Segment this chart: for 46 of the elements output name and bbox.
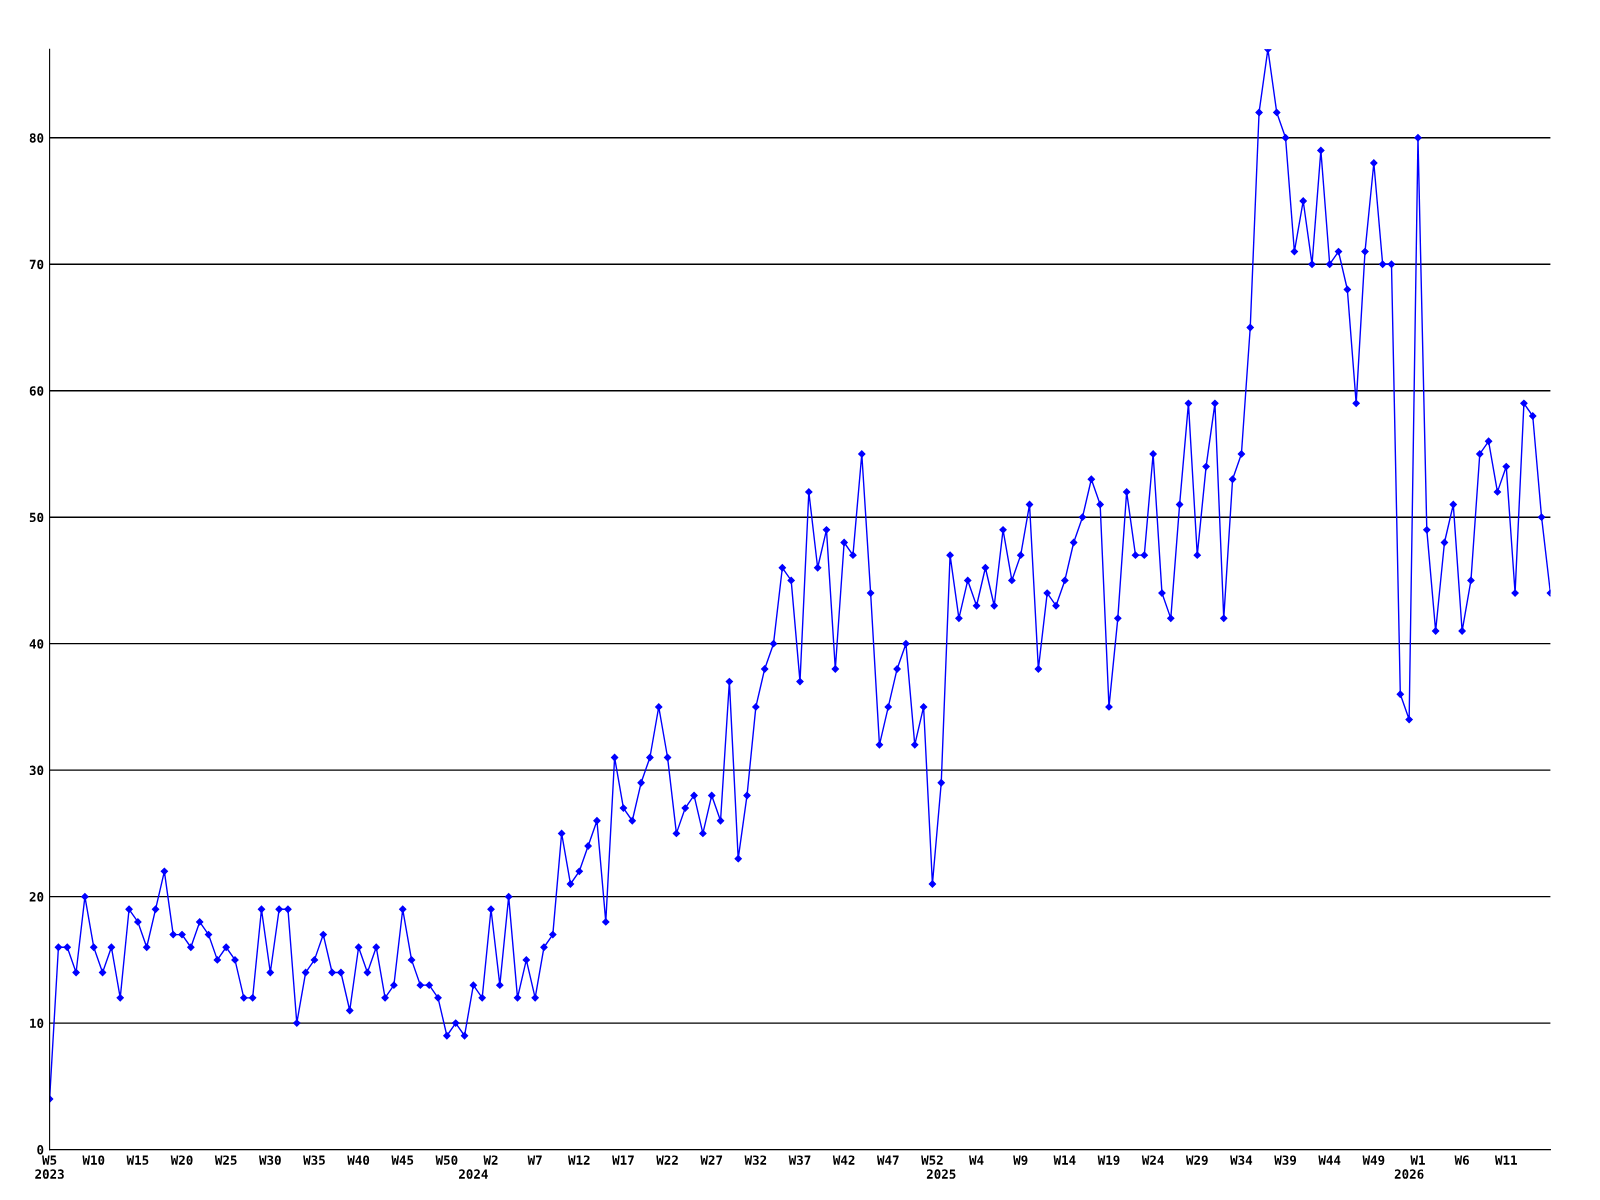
- x-tick-label: 2024: [459, 1169, 488, 1179]
- x-tick-label: W20: [170, 1155, 193, 1165]
- x-tick-label: W9: [1013, 1155, 1028, 1165]
- x-tick-label: 2026: [1394, 1169, 1424, 1179]
- x-tick-label: W22: [656, 1155, 678, 1165]
- y-tick-label: 40: [29, 639, 44, 649]
- x-tick-label: W1: [1410, 1155, 1425, 1165]
- x-tick-label: W14: [1053, 1155, 1076, 1165]
- x-tick-label: W5 2023: [35, 1155, 64, 1179]
- x-tick-label: W25: [214, 1155, 237, 1165]
- x-tick-label: W11: [1494, 1155, 1517, 1165]
- x-tick-label: W15: [126, 1155, 149, 1165]
- y-tick-label: 30: [29, 765, 44, 776]
- x-tick-label: W19: [1097, 1155, 1120, 1165]
- x-tick-label: W50: [435, 1155, 458, 1165]
- y-tick-label: 60: [29, 386, 44, 396]
- y-tick-label: 20: [29, 892, 44, 902]
- x-tick-label: W52: [921, 1155, 943, 1165]
- x-tick-label: W32: [744, 1155, 767, 1165]
- y-tick-label: 0: [37, 1145, 44, 1155]
- y-tick-label: 70: [29, 259, 44, 270]
- x-tick-label: W40: [347, 1155, 370, 1165]
- x-tick-label: W49: [1362, 1155, 1385, 1165]
- x-tick-label: W4: [969, 1155, 984, 1165]
- x-tick-label: W7: [527, 1155, 542, 1165]
- x-tick-label: W17: [612, 1155, 634, 1165]
- x-tick-label: W47: [876, 1155, 899, 1165]
- x-tick-label: W34: [1230, 1155, 1253, 1165]
- y-tick-label: 50: [29, 512, 44, 523]
- x-tick-label: W35: [303, 1155, 325, 1165]
- x-tick-label: W12: [568, 1155, 590, 1165]
- x-tick-label: W2: [483, 1155, 498, 1165]
- y-tick-label: 80: [29, 133, 44, 143]
- x-tick-label: W6: [1454, 1155, 1469, 1165]
- x-tick-label: W29: [1185, 1155, 1208, 1165]
- x-tick-label: 2025: [926, 1169, 956, 1179]
- x-tick-label: W45: [391, 1155, 414, 1165]
- x-tick-label: W27: [700, 1155, 723, 1165]
- x-tick-label: W39: [1274, 1155, 1297, 1165]
- x-tick-label: W24: [1141, 1155, 1164, 1165]
- x-tick-label: W10: [82, 1155, 105, 1165]
- x-tick-label: W30: [259, 1155, 281, 1165]
- x-tick-label: W37: [788, 1155, 811, 1165]
- x-tick-label: W44: [1318, 1155, 1341, 1165]
- x-tick-label: W42: [832, 1155, 855, 1165]
- y-tick-label: 10: [30, 1018, 44, 1029]
